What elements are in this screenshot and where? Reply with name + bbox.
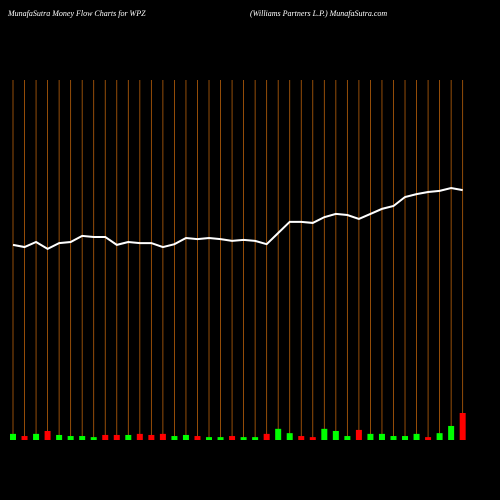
flow-bar <box>217 437 224 440</box>
flow-bar <box>413 433 420 440</box>
flow-bar <box>275 428 282 440</box>
flow-bar <box>390 436 397 440</box>
flow-bar <box>194 436 201 440</box>
flow-bar <box>252 437 259 440</box>
flow-bar <box>298 436 305 440</box>
flow-bar <box>171 436 178 440</box>
money-flow-line <box>12 186 463 250</box>
flow-bar <box>344 436 351 440</box>
flow-bar <box>10 433 16 440</box>
flow-bar <box>44 431 51 440</box>
chart-subtitle: (Williams Partners L.P.) MunafaSutra.com <box>250 9 387 18</box>
flow-bar <box>321 428 328 440</box>
flow-bar <box>425 437 432 440</box>
flow-bar <box>33 433 40 440</box>
flow-bar <box>102 434 109 440</box>
flow-bar <box>56 434 63 440</box>
flow-bar <box>148 434 155 440</box>
flow-bar <box>113 434 120 440</box>
flow-bar <box>367 433 374 440</box>
flow-bar <box>402 436 409 440</box>
flow-bar <box>90 437 97 440</box>
flow-bar <box>159 433 166 440</box>
flow-bar <box>79 436 86 440</box>
flow-bar <box>182 434 189 440</box>
flow-bar <box>332 431 339 440</box>
flow-bar <box>67 436 74 440</box>
flow-bar <box>286 433 293 440</box>
chart-title: MunafaSutra Money Flow Charts for WPZ <box>7 9 146 18</box>
flow-bar <box>378 433 385 440</box>
flow-bar <box>125 434 132 440</box>
flow-bar <box>448 425 455 440</box>
flow-bar <box>240 437 247 440</box>
flow-bar <box>459 413 466 440</box>
flow-bar <box>355 429 362 440</box>
flow-bar <box>206 437 213 440</box>
flow-bar <box>229 436 236 440</box>
flow-bar <box>263 433 270 440</box>
flow-bar <box>436 433 443 440</box>
flow-bar <box>21 436 28 440</box>
flow-bar <box>309 437 316 440</box>
flow-bar <box>136 433 143 440</box>
